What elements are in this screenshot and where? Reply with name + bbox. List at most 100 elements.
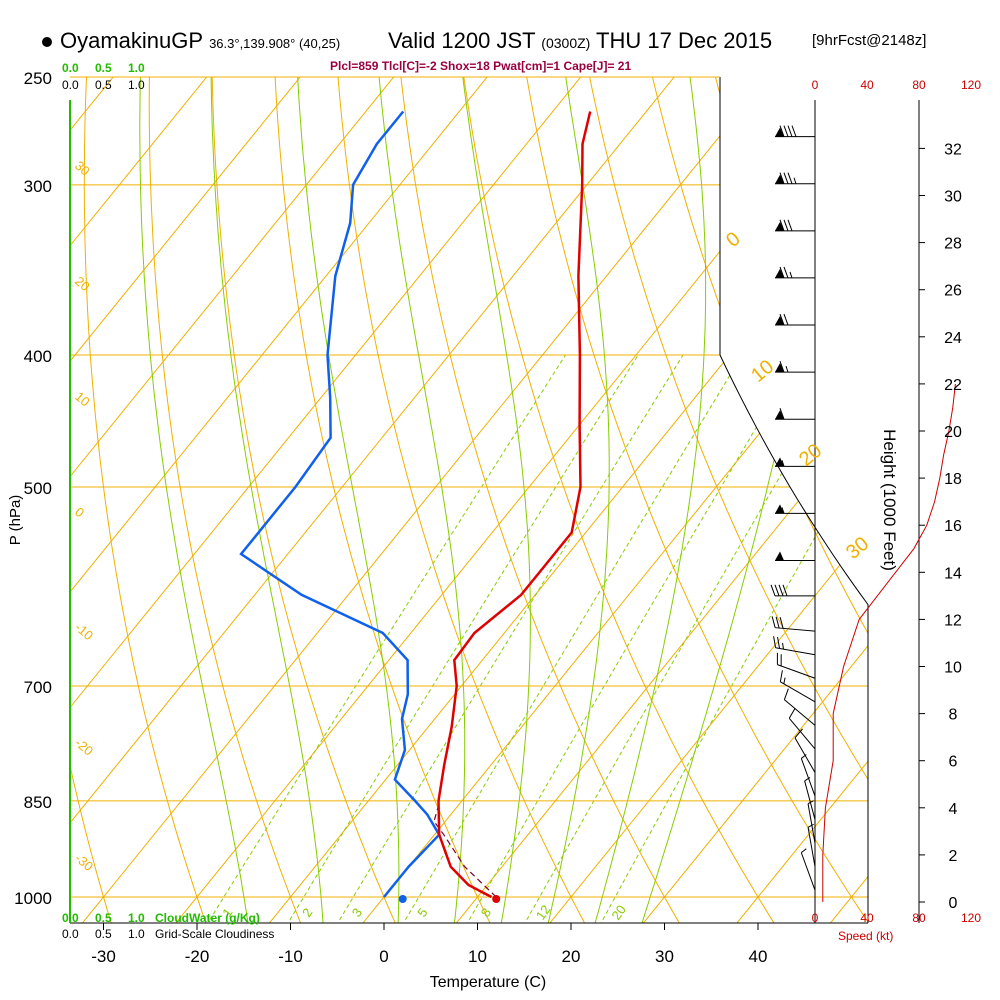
dry-adiabat-line <box>400 77 680 923</box>
dry-adiabat-line <box>274 77 491 923</box>
valid-date: THU 17 Dec 2015 <box>596 28 773 53</box>
stability-indices: Plcl=859 Tlcl[C]=-2 Shox=18 Pwat[cm]=1 C… <box>330 59 632 73</box>
isotherm-label: -10 <box>72 620 96 644</box>
wind-barb-staff <box>804 780 816 820</box>
height-tick-label: 22 <box>944 377 962 394</box>
wind-barb-flag <box>779 670 783 682</box>
isotherm-label: -20 <box>72 735 96 759</box>
wind-barb <box>773 636 816 656</box>
height-tick-label: 18 <box>944 471 962 488</box>
wind-barb <box>788 707 816 750</box>
temperature-line <box>437 111 592 899</box>
cloud-scale-label: 0.5 <box>95 911 112 925</box>
height-tick-label: 0 <box>949 895 958 912</box>
temperature-tick-label: -30 <box>91 947 116 966</box>
chart-frame <box>69 76 920 924</box>
wind-barb <box>807 823 816 867</box>
cloud-scale-label: 1.0 <box>128 911 145 925</box>
wind-barb-flag <box>782 584 788 597</box>
pressure-tick-label: 250 <box>24 69 52 88</box>
speed-tick-label-top: 40 <box>860 78 874 92</box>
speed-tick-label-top: 80 <box>912 78 926 92</box>
wind-barb-flag <box>787 125 793 137</box>
dry-adiabat-line <box>526 77 870 923</box>
wind-barb <box>775 266 815 279</box>
temperature-tick-label: -20 <box>185 947 210 966</box>
wind-barb-staff <box>775 627 816 632</box>
dry-adiabat-line <box>211 77 396 923</box>
wind-barb-staff <box>807 827 816 867</box>
isotherm-line <box>362 296 870 923</box>
cloud-scale-label: 0.0 <box>62 78 79 92</box>
wind-barb <box>771 616 816 632</box>
wind-barb-flag <box>773 636 777 648</box>
wind-barb-staff <box>777 664 816 679</box>
diagram-boundary <box>719 77 869 923</box>
wind-barb-pennant <box>775 316 784 326</box>
wind-barb-staff <box>800 852 816 891</box>
dry-adiabat-line <box>921 0 1000 932</box>
mixing-ratio-label: 5 <box>414 905 430 920</box>
wind-barb-flag <box>794 728 803 739</box>
wind-barb <box>783 688 816 726</box>
mixing-ratio-line <box>287 354 639 923</box>
speed-profile-line <box>822 383 956 902</box>
valid-time-header: Valid 1200 JST (0300Z) THU 17 Dec 2015 <box>388 28 772 54</box>
wind-barb <box>804 777 816 820</box>
dry-adiabat-line <box>337 77 586 923</box>
wind-barb-flag <box>778 584 784 597</box>
wind-barb <box>775 408 815 420</box>
wind-barb-flag <box>783 172 789 184</box>
dry-adiabat-line <box>83 77 207 923</box>
isotherm-line <box>922 0 1000 926</box>
wind-barb-half-flag <box>801 848 807 854</box>
height-tick-label: 32 <box>944 141 962 158</box>
dry-adiabat-line <box>0 0 19 932</box>
wind-barb <box>775 125 815 138</box>
isotherm-line <box>70 77 582 709</box>
mixing-ratio-line <box>524 354 852 923</box>
wind-barb-flag <box>771 616 776 628</box>
height-tick-label: 16 <box>944 518 962 535</box>
mixing-ratio-line <box>337 354 684 923</box>
isotherm-line <box>70 77 488 593</box>
wind-barb-pennant <box>775 268 784 278</box>
speed-axis-label: Speed (kt) <box>838 929 893 943</box>
height-tick-label: 2 <box>949 848 958 865</box>
pressure-tick-label: 400 <box>24 347 52 366</box>
wind-barb-flag <box>774 584 780 597</box>
wind-barb-flag <box>783 266 789 279</box>
speed-tick-label-top: 0 <box>812 78 819 92</box>
mixing-ratio-line <box>466 354 800 923</box>
temperature-tick-label: 20 <box>562 947 581 966</box>
moist-adiabat-line <box>210 77 324 923</box>
temperature-tick-label: 0 <box>379 947 388 966</box>
wind-barb-flag <box>780 654 782 666</box>
wind-barb-pennant <box>775 457 784 467</box>
height-tick-label: 12 <box>944 612 962 629</box>
wind-barb-flag <box>775 616 780 629</box>
wind-barb-staff <box>800 758 816 797</box>
wind-barb <box>770 584 815 597</box>
speed-tick-label-bottom: 120 <box>961 911 981 925</box>
wind-barb-flag <box>788 707 796 719</box>
cloud-scale-label: 0.0 <box>62 911 79 925</box>
wind-barb-flag <box>779 219 785 231</box>
mixing-ratio-label: 8 <box>478 905 494 920</box>
cloud-scale-label: 0.5 <box>95 78 112 92</box>
isotherm-label: -30 <box>72 850 96 874</box>
wind-barb <box>775 504 815 514</box>
cloud-scale-label: 0.0 <box>62 61 79 75</box>
isotherm-label: 10 <box>72 389 93 410</box>
height-tick-label: 20 <box>944 424 962 441</box>
height-tick-label: 24 <box>944 330 962 347</box>
isotherm-line <box>736 757 870 923</box>
isotherm-label: 20 <box>72 273 93 294</box>
x-axis-label: Temperature (C) <box>430 974 546 991</box>
moist-adiabat-line <box>297 77 400 923</box>
valid-time: Valid 1200 JST <box>388 28 536 53</box>
wind-barb <box>775 551 815 562</box>
wind-barb-pennant <box>775 174 784 184</box>
wind-barb-staff <box>788 717 816 750</box>
wind-barb-half-flag <box>785 365 789 373</box>
